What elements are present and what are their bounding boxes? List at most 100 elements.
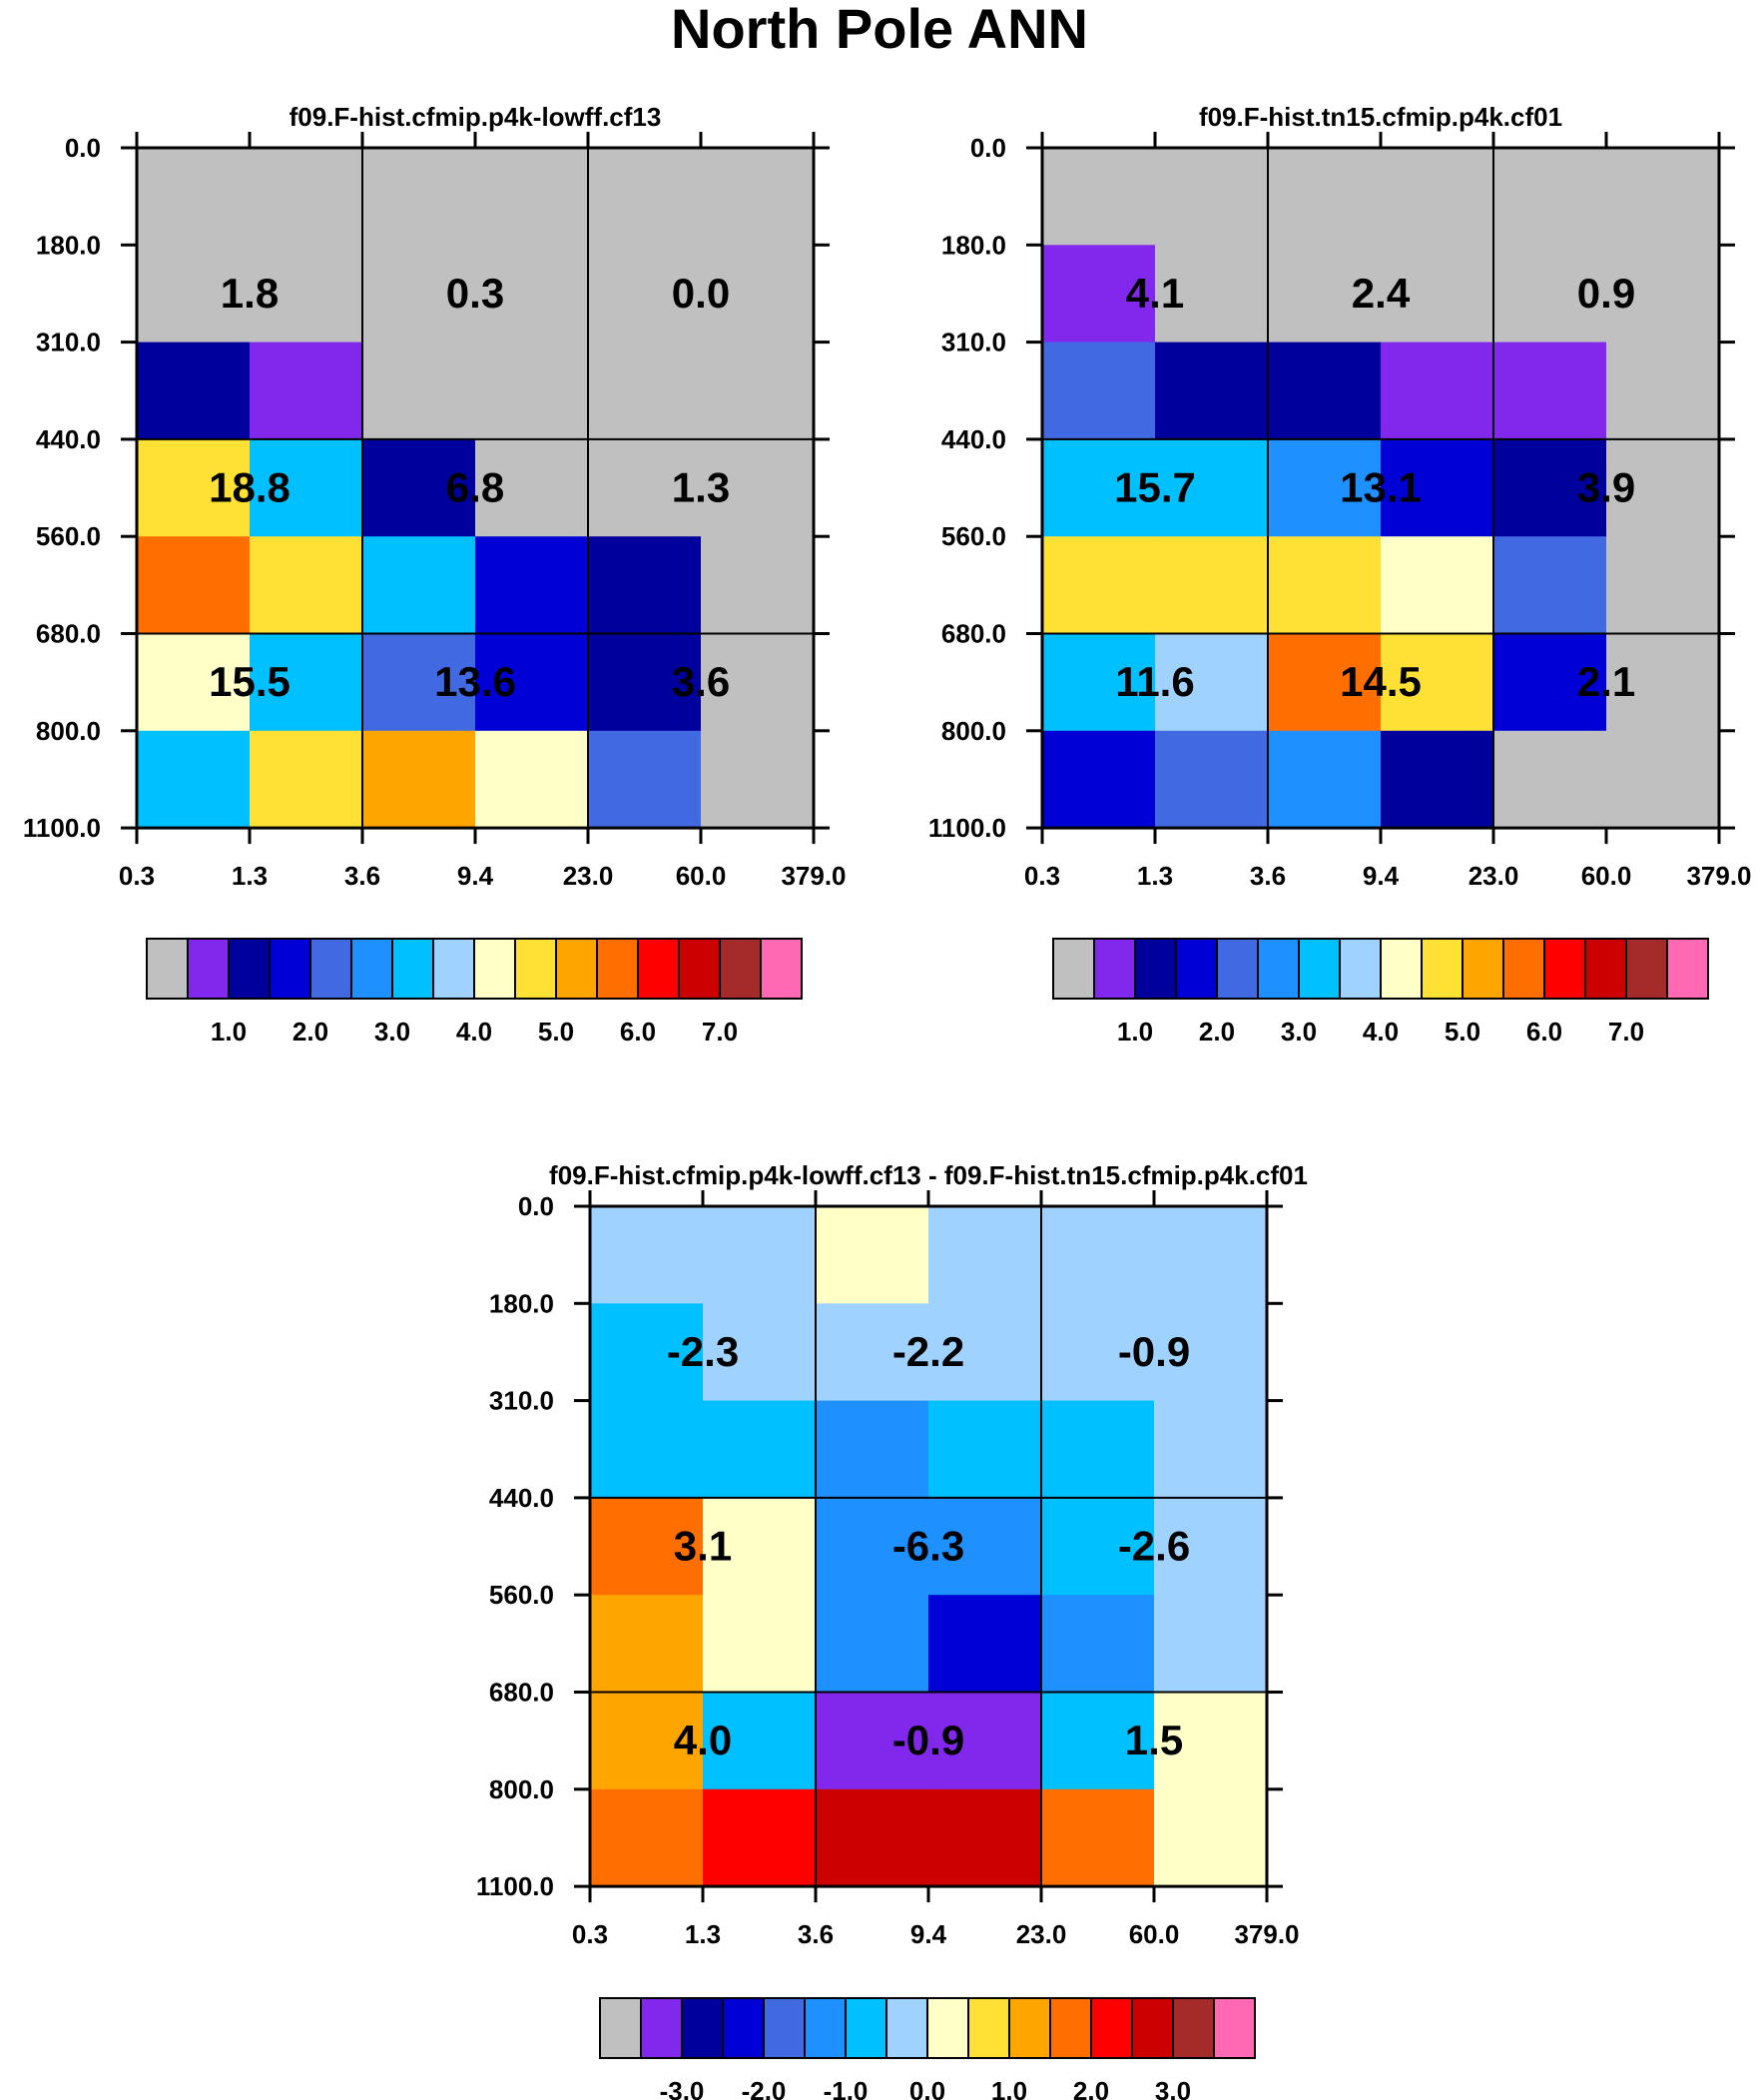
colorbar-swatch (926, 1997, 969, 2059)
heatmap-cell (362, 536, 476, 635)
heatmap-cell (1381, 438, 1494, 537)
heatmap-cell (590, 1595, 704, 1694)
box-value-label: -2.6 (1118, 1523, 1190, 1570)
heatmap-cell (250, 633, 363, 732)
y-tick-label: 1100.0 (928, 813, 1006, 843)
heatmap-cell (816, 1497, 929, 1596)
colorbar-swatch (681, 1997, 724, 2059)
x-tick-label: 9.4 (457, 861, 494, 891)
heatmap-cell (475, 633, 589, 732)
heatmap-cell (816, 1595, 929, 1694)
heatmap-cell (1154, 1400, 1268, 1499)
heatmap-cell (250, 245, 363, 344)
heatmap-cell (1154, 1303, 1268, 1402)
y-tick-label: 310.0 (36, 328, 101, 357)
heatmap-cell (590, 1788, 704, 1887)
heatmap-cell (590, 1303, 704, 1402)
heatmap-cell (1041, 1303, 1155, 1402)
box-value-label: 15.5 (209, 658, 291, 705)
colorbar-label: -1.0 (824, 2076, 869, 2100)
heatmap-cell (816, 1692, 929, 1790)
heatmap-cell (137, 536, 251, 635)
x-tick-label: 60.0 (676, 861, 727, 891)
heatmap-cell (362, 342, 476, 440)
colorbar-label: 7.0 (702, 1017, 738, 1047)
heatmap-cell (1381, 148, 1494, 246)
heatmap-cell (1155, 730, 1269, 829)
x-tick-label: 9.4 (910, 1919, 947, 1949)
y-tick-label: 310.0 (489, 1386, 554, 1416)
colorbar-swatch (599, 1997, 642, 2059)
heatmap-cell (475, 536, 589, 635)
x-tick-label: 1.3 (685, 1919, 721, 1949)
heatmap-cell (1268, 342, 1382, 440)
heatmap-cell (250, 730, 363, 829)
colorbar-swatch (1093, 938, 1136, 1000)
heatmap-cell (703, 1692, 817, 1790)
panel-2: f09.F-hist.tn15.cfmip.p4k.cf01 0.0 180.0 31… (928, 102, 1752, 1047)
colorbar: 1.0 2.0 3.0 4.0 5.0 6.0 7.0 (1052, 938, 1709, 1047)
heatmap-cell (703, 1595, 817, 1694)
heatmap-cell (1606, 633, 1720, 732)
heatmap-cell (703, 1788, 817, 1887)
y-tick-label: 800.0 (489, 1774, 554, 1804)
colorbar-swatch (146, 938, 189, 1000)
heatmap-cell (590, 1400, 704, 1499)
colorbar-swatch (637, 938, 680, 1000)
heatmap-cell (816, 1788, 929, 1887)
heatmap-cell (701, 536, 815, 635)
colorbar-swatch (1298, 938, 1341, 1000)
colorbar-label: 1.0 (991, 2076, 1027, 2100)
heatmap-cell (1041, 1206, 1155, 1304)
box-value-label: 13.1 (1340, 464, 1422, 511)
panel-title: f09.F-hist.cfmip.p4k-lowff.cf13 (290, 102, 662, 132)
colorbar-swatch (1049, 1997, 1092, 2059)
heatmap-cell (1606, 148, 1720, 246)
colorbar-swatch (1543, 938, 1586, 1000)
panel-title: f09.F-hist.cfmip.p4k-lowff.cf13 - f09.F-… (549, 1160, 1308, 1190)
y-tick-label: 180.0 (941, 230, 1006, 260)
x-tick-label: 379.0 (781, 861, 846, 891)
x-tick-label: 0.3 (119, 861, 155, 891)
heatmap-cell (590, 1206, 704, 1304)
panel-title: f09.F-hist.tn15.cfmip.p4k.cf01 (1199, 102, 1562, 132)
heatmap-cell (362, 438, 476, 537)
colorbar-label: 6.0 (620, 1017, 656, 1047)
heatmap-cell (1155, 633, 1269, 732)
heatmap-cell (928, 1595, 1042, 1694)
colorbar-label: 6.0 (1526, 1017, 1562, 1047)
heatmap-cell (137, 730, 251, 829)
box-value-label: 2.4 (1352, 270, 1411, 317)
heatmap-cell (588, 536, 702, 635)
heatmap-cell (1041, 1497, 1155, 1596)
heatmap-cell (1041, 1788, 1155, 1887)
colorbar-swatch (967, 1997, 1010, 2059)
heatmap-cell (1493, 245, 1607, 344)
heatmap-cell (1155, 438, 1269, 537)
heatmap-cell (1381, 536, 1494, 635)
y-tick-label: 440.0 (941, 424, 1006, 454)
heatmap-cell (1381, 342, 1494, 440)
heatmap-cell (137, 633, 251, 732)
heatmap-cell (1042, 148, 1156, 246)
colorbar-swatch (269, 938, 311, 1000)
colorbar-swatch (678, 938, 721, 1000)
colorbar-swatch (391, 938, 434, 1000)
colorbar-swatch (1421, 938, 1464, 1000)
heatmap-cell (1042, 730, 1156, 829)
box-value-label: 13.6 (434, 658, 516, 705)
colorbar-swatch (845, 1997, 887, 2059)
heatmap-cell (1493, 730, 1607, 829)
heatmap-cell (1381, 633, 1494, 732)
heatmap-cell (590, 1692, 704, 1790)
x-tick-label: 23.0 (1016, 1919, 1067, 1949)
heatmap-cell (701, 245, 815, 344)
box-value-label: -0.9 (892, 1717, 964, 1763)
panel-1: f09.F-hist.cfmip.p4k-lowff.cf13 0.0 180.0 3… (23, 102, 847, 1047)
heatmap-cell (1493, 536, 1607, 635)
box-value-label: 3.6 (672, 658, 730, 705)
colorbar-label: 1.0 (211, 1017, 247, 1047)
heatmap-cell (1041, 1692, 1155, 1790)
heatmap-cell (588, 438, 702, 537)
heatmap-cell (701, 148, 815, 246)
